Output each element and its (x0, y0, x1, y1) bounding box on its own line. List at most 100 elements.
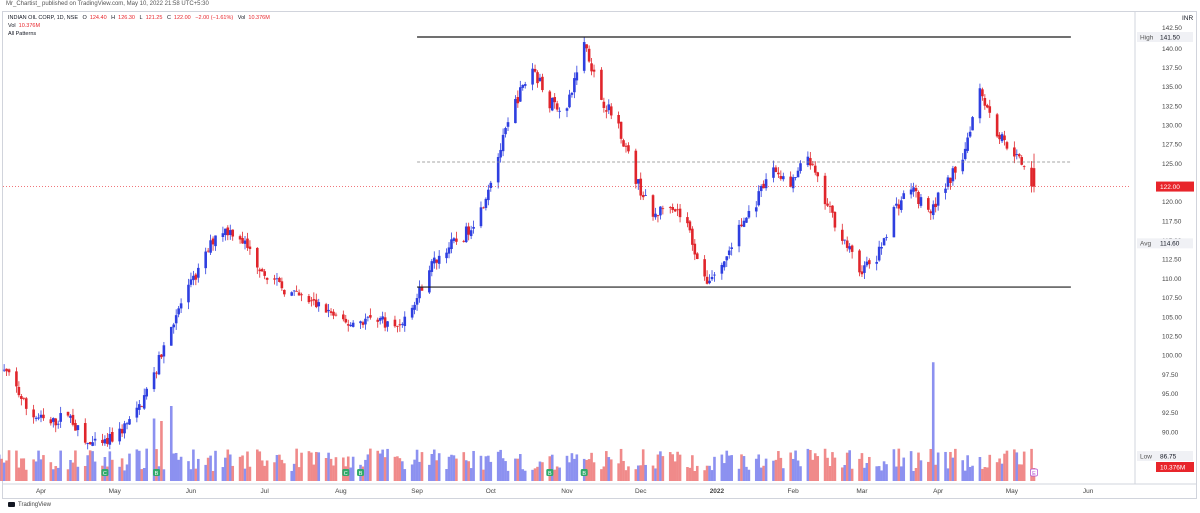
candle-body (359, 321, 362, 324)
close-label: C (166, 15, 171, 21)
volume-bar (764, 458, 768, 481)
volume-bar (695, 465, 699, 481)
time-tick-label: May (109, 488, 122, 495)
volume-bar (781, 468, 785, 481)
scale-label-value: 86.75 (1160, 453, 1177, 460)
candle-body (135, 407, 139, 418)
volume-bar (828, 465, 832, 481)
candle-body (983, 98, 987, 106)
candle-body (177, 308, 180, 315)
volume-bar (376, 450, 380, 481)
volume-bar (944, 451, 947, 481)
candle-body (880, 247, 883, 249)
candle-body (346, 324, 350, 326)
candle-body (228, 230, 232, 236)
volume-bar (772, 460, 775, 481)
volume-bars (0, 362, 1036, 481)
volume-bar (415, 449, 419, 481)
candle-body (157, 355, 161, 375)
legend-volume-row[interactable]: Vol 10.376M (8, 22, 273, 30)
candle-body (691, 228, 694, 245)
candle-body (349, 324, 353, 327)
volume-bar (290, 470, 294, 481)
candle-body (342, 314, 345, 320)
volume-bar (727, 455, 731, 481)
candle-body (484, 198, 488, 208)
candle-body (344, 318, 348, 323)
volume-bar (0, 454, 1, 481)
candle-body (381, 316, 384, 320)
price-tick-label: 137.50 (1162, 65, 1182, 72)
volume-bar (504, 461, 507, 481)
volume-bar (555, 466, 559, 481)
volume-bar (15, 450, 18, 481)
candle-body (393, 319, 397, 327)
volume-bar (273, 462, 276, 481)
candle-body (725, 256, 729, 261)
volume-bar (428, 464, 431, 481)
candle-body (954, 166, 957, 173)
time-tick-label: Mar (856, 488, 868, 495)
tradingview-brand[interactable]: TradingView (8, 502, 51, 508)
candle-body (54, 418, 58, 426)
volume-bar (541, 462, 544, 481)
candle-body (676, 209, 679, 211)
candle-body (944, 188, 947, 193)
volume-bar (927, 461, 930, 481)
candle-body (88, 442, 92, 445)
price-tick-label: 107.50 (1162, 295, 1182, 302)
volume-bar (654, 468, 657, 481)
candle-body (206, 250, 210, 252)
volume-bar (300, 452, 303, 481)
volume-bar (398, 458, 402, 481)
volume-bar (895, 466, 898, 481)
volume-bar (246, 451, 249, 481)
candle-body (278, 277, 281, 283)
candle-body (813, 165, 817, 173)
volume-bar (742, 456, 746, 481)
candle-body (383, 317, 387, 328)
volume-bar (639, 465, 643, 481)
candle-body (455, 238, 458, 242)
volume-bar (998, 458, 1001, 481)
volume-bar (777, 451, 780, 481)
patterns-indicator[interactable]: All Patterns (8, 31, 37, 37)
candle-body (110, 432, 114, 442)
volume-indicator-value: 10.376M (18, 23, 41, 29)
price-axis: INR 90.00 92.50 95.00 97.50 100.00 102.50 105.0… (1134, 11, 1194, 484)
candle-body (927, 198, 930, 210)
current-value-badge (1156, 181, 1194, 192)
volume-bar (737, 468, 741, 481)
candle-body (936, 192, 940, 206)
candle-body (747, 210, 751, 218)
candle-body (238, 236, 242, 240)
volume-bar (617, 463, 620, 481)
symbol-title[interactable]: INDIAN OIL CORP, 1D, NSE (8, 15, 78, 21)
volume-bar (678, 454, 682, 481)
candle-body (946, 177, 950, 187)
volume-bar (204, 464, 207, 481)
volume-bar (501, 458, 505, 481)
candle-body (757, 191, 761, 206)
volume-bar (570, 453, 574, 481)
volume-bar (248, 466, 252, 481)
volume-bar (865, 463, 869, 481)
candle-body (627, 145, 630, 152)
volume-bar (605, 451, 608, 481)
candle-body (452, 238, 456, 241)
candle-body (659, 206, 662, 216)
candle-body (978, 88, 982, 119)
candle-body (396, 325, 399, 327)
volume-bar (1013, 449, 1016, 481)
volume-bar (108, 451, 112, 481)
candle-body (128, 419, 131, 425)
candle-body (437, 255, 441, 264)
candle-body (688, 221, 692, 231)
candle-body (713, 274, 716, 276)
volume-bar (816, 456, 820, 481)
candle-body (899, 200, 903, 210)
candle-body (101, 439, 104, 444)
candle-body (644, 195, 647, 196)
candle-body (24, 398, 28, 409)
